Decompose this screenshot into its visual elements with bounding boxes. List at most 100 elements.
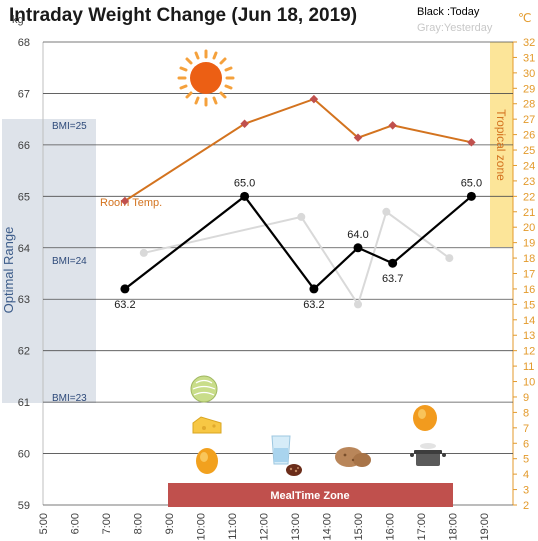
today-weight-point [353, 243, 363, 253]
yesterday-weight-line [143, 210, 450, 307]
y2-tick-label: 14 [523, 315, 535, 327]
papaya-icon [413, 405, 437, 431]
optimal-range-band [2, 119, 96, 403]
x-tick-label: 16:00 [385, 513, 397, 541]
y2-tick-label: 17 [523, 269, 535, 281]
y-tick-label: 63 [18, 294, 30, 306]
y2-tick-label: 8 [523, 407, 529, 419]
today-data-label: 65.0 [234, 177, 255, 189]
y2-tick-label: 16 [523, 284, 535, 296]
cooking-pot-icon [410, 443, 446, 466]
yesterday-weight-point [382, 207, 391, 216]
chart-title: Intraday Weight Change (Jun 18, 2019) [9, 5, 357, 26]
y2-tick-label: 24 [523, 160, 535, 172]
y2-tick-label: 7 [523, 423, 529, 435]
y2-tick-label: 5 [523, 454, 529, 466]
legend-today: Black :Today [417, 6, 480, 18]
room-temp-point [120, 196, 130, 206]
bmi-24-label: BMI=24 [52, 256, 87, 267]
dates-icon [286, 464, 302, 476]
room-temp-point [353, 133, 363, 142]
right-axis-ticks: 2345678910111213141516171819202122232425… [513, 37, 535, 512]
y2-tick-label: 12 [523, 346, 535, 358]
y2-tick-label: 11 [523, 361, 534, 373]
y-tick-label: 59 [18, 500, 30, 512]
y2-tick-label: 4 [523, 469, 529, 481]
series-layer: 63.2 65.0 63.2 64.0 63.7 65.0 [114, 94, 482, 311]
y2-tick-label: 32 [523, 37, 535, 49]
bmi-23-label: BMI=23 [52, 393, 87, 404]
yesterday-weight-point [297, 212, 306, 221]
today-data-label: 65.0 [461, 177, 482, 189]
x-tick-label: 7:00 [101, 513, 113, 534]
y-tick-label: 64 [18, 243, 30, 255]
today-weight-point [388, 258, 398, 268]
yesterday-weight-point [445, 254, 454, 263]
bmi-25-label: BMI=25 [52, 121, 87, 132]
mango-icon [196, 448, 218, 474]
y2-tick-label: 19 [523, 238, 535, 250]
x-tick-label: 11:00 [227, 513, 239, 540]
x-axis-ticks: 5:00 6:00 7:00 8:00 9:00 10:00 11:00 12:00 13:00… [38, 513, 491, 541]
y-tick-label: 65 [18, 191, 30, 203]
x-tick-label: 10:00 [196, 513, 208, 541]
today-weight-point [240, 191, 250, 201]
y2-tick-label: 15 [523, 299, 535, 311]
legend-yesterday: Gray:Yesterday [417, 22, 493, 34]
y2-tick-label: 29 [523, 83, 535, 95]
y-tick-label: 66 [18, 140, 30, 152]
sun-icon [177, 49, 235, 107]
right-axis-unit: ℃ [518, 11, 531, 25]
room-temp-point [388, 121, 397, 130]
room-temp-line [124, 97, 472, 202]
room-temp-point [309, 94, 319, 104]
room-temp-label: Room Temp. [100, 197, 162, 209]
y2-tick-label: 22 [523, 191, 535, 203]
x-tick-label: 13:00 [290, 513, 302, 541]
y-tick-label: 62 [18, 346, 30, 358]
meal-time-zone-bar [168, 483, 453, 507]
x-tick-label: 18:00 [448, 513, 460, 541]
x-tick-label: 19:00 [479, 513, 491, 541]
today-weight-point [120, 284, 130, 294]
y2-tick-label: 20 [523, 222, 535, 234]
y-tick-label: 67 [18, 88, 30, 100]
cheese-icon [192, 416, 222, 434]
x-tick-label: 9:00 [164, 513, 176, 534]
today-weight-point [466, 191, 476, 201]
y2-tick-label: 10 [523, 377, 535, 389]
left-axis-ticks: 59 60 61 62 63 64 65 66 67 68 [18, 37, 30, 512]
today-data-label: 63.7 [382, 273, 403, 285]
today-weight-point [309, 284, 319, 294]
yesterday-weight-point [354, 300, 362, 309]
y2-tick-label: 9 [523, 392, 529, 404]
x-tick-label: 6:00 [70, 513, 82, 534]
optimal-range-label: Optimal Range [1, 227, 16, 314]
y2-tick-label: 26 [523, 130, 535, 142]
meal-time-zone-label: MealTime Zone [270, 490, 349, 502]
room-temp-point [467, 138, 476, 147]
x-tick-label: 15:00 [353, 513, 365, 541]
x-tick-label: 14:00 [322, 513, 334, 541]
x-tick-label: 8:00 [133, 513, 145, 534]
today-data-label: 63.2 [303, 299, 324, 311]
tropical-zone-label: Tropical zone [494, 109, 508, 181]
y2-tick-label: 3 [523, 485, 529, 497]
y-tick-label: 68 [18, 37, 30, 49]
y2-tick-label: 25 [523, 145, 535, 157]
y2-tick-label: 2 [523, 500, 529, 512]
y2-tick-label: 18 [523, 253, 535, 265]
x-tick-label: 5:00 [38, 513, 50, 534]
x-tick-label: 17:00 [416, 513, 428, 541]
potatoes-icon [335, 447, 371, 467]
today-weight-line [124, 194, 473, 291]
y-tick-label: 60 [18, 449, 30, 461]
y2-tick-label: 30 [523, 68, 535, 80]
today-data-label: 64.0 [347, 229, 368, 241]
y2-tick-label: 13 [523, 330, 535, 342]
y2-tick-label: 31 [523, 52, 535, 64]
melon-icon [190, 375, 218, 403]
y2-tick-label: 6 [523, 438, 529, 450]
y2-tick-label: 21 [523, 207, 535, 219]
